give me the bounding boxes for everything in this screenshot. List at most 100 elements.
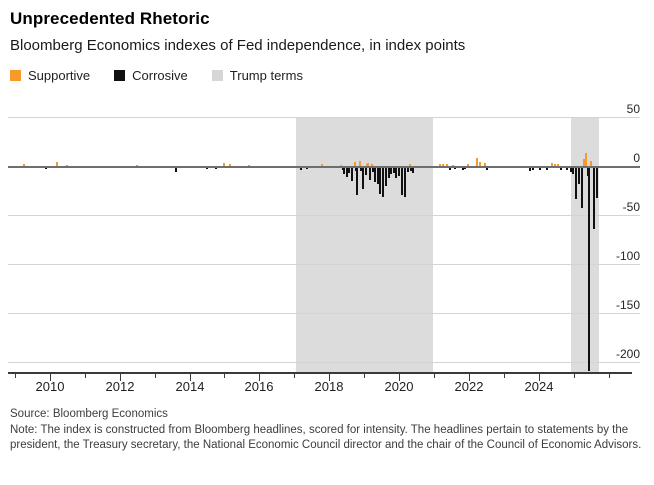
bar-corrosive bbox=[581, 168, 583, 209]
bar-corrosive bbox=[560, 168, 562, 171]
x-axis-tick bbox=[434, 374, 435, 378]
legend: Supportive Corrosive Trump terms bbox=[10, 68, 303, 83]
bar-supportive bbox=[452, 165, 454, 167]
y-axis-label: 0 bbox=[633, 151, 640, 165]
bar-corrosive bbox=[412, 168, 414, 174]
bar-corrosive bbox=[572, 168, 574, 175]
bar-corrosive bbox=[346, 168, 348, 178]
trump-term-band bbox=[296, 118, 433, 373]
bar-supportive bbox=[557, 164, 559, 167]
bar-supportive bbox=[446, 164, 448, 167]
chart-title: Unprecedented Rhetoric bbox=[10, 9, 210, 28]
gridline bbox=[8, 215, 640, 216]
bar-corrosive bbox=[348, 168, 350, 174]
methodology-note: Note: The index is constructed from Bloo… bbox=[10, 424, 642, 452]
bar-supportive bbox=[409, 164, 411, 167]
bar-corrosive bbox=[379, 168, 381, 195]
bar-supportive bbox=[479, 162, 481, 167]
legend-label-corrosive: Corrosive bbox=[132, 68, 188, 83]
x-axis-label: 2016 bbox=[244, 379, 274, 394]
chart-subtitle: Bloomberg Economics indexes of Fed indep… bbox=[10, 37, 466, 54]
bar-corrosive bbox=[372, 168, 374, 173]
bar-corrosive bbox=[393, 168, 395, 174]
x-axis-line bbox=[8, 372, 632, 374]
x-axis-tick bbox=[609, 374, 610, 378]
bar-supportive bbox=[367, 163, 369, 167]
bar-corrosive bbox=[206, 168, 208, 170]
bar-corrosive bbox=[566, 168, 568, 171]
bar-supportive bbox=[590, 161, 592, 167]
bar-supportive bbox=[136, 165, 138, 167]
bar-supportive bbox=[371, 164, 373, 167]
bar-corrosive bbox=[596, 168, 598, 199]
bar-corrosive bbox=[351, 168, 353, 182]
y-axis-label: -150 bbox=[615, 298, 640, 312]
bar-corrosive bbox=[300, 168, 302, 171]
x-axis-tick bbox=[15, 374, 16, 378]
bar-corrosive bbox=[395, 168, 397, 179]
bar-corrosive bbox=[407, 168, 409, 173]
x-axis-tick bbox=[224, 374, 225, 378]
bar-corrosive bbox=[454, 168, 456, 170]
legend-item-corrosive: Corrosive bbox=[114, 68, 188, 83]
x-axis-tick bbox=[120, 374, 121, 381]
x-axis-tick bbox=[364, 374, 365, 378]
bar-corrosive bbox=[390, 168, 392, 175]
gridline bbox=[8, 117, 640, 118]
bar-corrosive bbox=[306, 168, 308, 170]
gridline bbox=[8, 313, 640, 314]
bar-corrosive bbox=[546, 168, 548, 171]
bar-supportive bbox=[551, 163, 553, 167]
legend-item-trump-terms: Trump terms bbox=[211, 68, 303, 83]
bar-corrosive bbox=[449, 168, 451, 171]
bar-corrosive bbox=[462, 168, 464, 171]
x-axis-tick bbox=[85, 374, 86, 378]
y-axis-label: -100 bbox=[615, 249, 640, 263]
bar-corrosive bbox=[401, 168, 403, 196]
bar-supportive bbox=[23, 164, 25, 167]
x-axis-tick bbox=[469, 374, 470, 381]
x-axis-tick bbox=[294, 374, 295, 378]
bar-supportive bbox=[585, 153, 587, 167]
bar-supportive bbox=[439, 164, 441, 167]
corrosive-swatch-icon bbox=[114, 70, 126, 81]
bar-supportive bbox=[66, 165, 68, 167]
bar-corrosive bbox=[45, 168, 47, 170]
bar-supportive bbox=[223, 163, 225, 167]
x-axis-tick bbox=[504, 374, 505, 378]
bar-supportive bbox=[56, 162, 58, 167]
bar-corrosive bbox=[362, 168, 364, 190]
x-axis-tick bbox=[155, 374, 156, 378]
x-axis-label: 2014 bbox=[175, 379, 205, 394]
bar-corrosive bbox=[382, 168, 384, 198]
x-axis-tick bbox=[574, 374, 575, 378]
bar-supportive bbox=[484, 163, 486, 167]
bar-corrosive bbox=[578, 168, 580, 185]
bar-corrosive bbox=[377, 168, 379, 185]
bar-supportive bbox=[467, 164, 469, 167]
bar-supportive bbox=[476, 158, 478, 167]
source-note: Source: Bloomberg Economics bbox=[10, 408, 168, 420]
x-axis-label: 2022 bbox=[454, 379, 484, 394]
supportive-swatch-icon bbox=[10, 70, 21, 81]
y-axis-label: -200 bbox=[615, 347, 640, 361]
bar-corrosive bbox=[360, 168, 362, 172]
bar-corrosive bbox=[388, 168, 390, 179]
bar-supportive bbox=[583, 159, 585, 167]
zero-gridline bbox=[8, 166, 640, 168]
bar-corrosive bbox=[593, 168, 595, 230]
bar-supportive bbox=[229, 164, 231, 167]
gridline bbox=[8, 362, 640, 363]
gridline bbox=[8, 264, 640, 265]
bar-supportive bbox=[554, 164, 556, 167]
legend-label-trump-terms: Trump terms bbox=[229, 68, 303, 83]
bar-corrosive bbox=[404, 168, 406, 198]
bar-corrosive bbox=[215, 168, 217, 170]
legend-item-supportive: Supportive bbox=[10, 68, 90, 83]
x-axis-tick bbox=[329, 374, 330, 381]
bar-corrosive bbox=[410, 168, 412, 172]
bar-corrosive bbox=[529, 168, 531, 172]
x-axis-label: 2020 bbox=[384, 379, 414, 394]
